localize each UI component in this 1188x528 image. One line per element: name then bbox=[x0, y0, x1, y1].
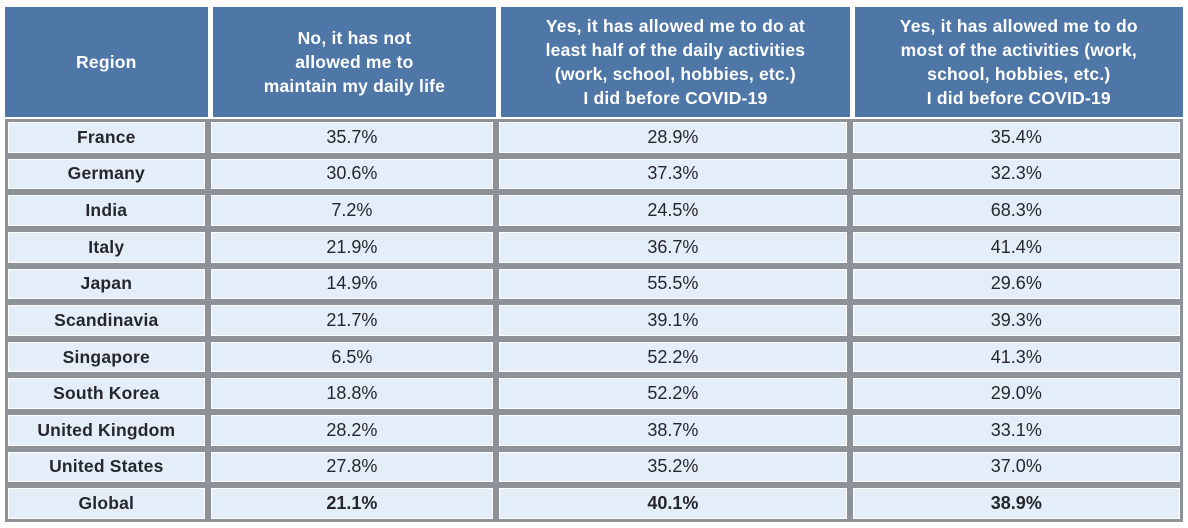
value-cell-yes-half: 52.2% bbox=[496, 338, 850, 376]
region-cell: United States bbox=[5, 448, 208, 486]
value-cell-yes-most: 39.3% bbox=[849, 302, 1183, 339]
region-cell: India bbox=[5, 192, 208, 229]
table-row: Japan 14.9% 55.5% 29.6% bbox=[5, 265, 1183, 303]
value-cell-yes-half: 28.9% bbox=[496, 119, 850, 156]
region-cell: Germany bbox=[5, 155, 208, 193]
table-row: United States 27.8% 35.2% 37.0% bbox=[5, 448, 1183, 486]
region-cell: Singapore bbox=[5, 338, 208, 376]
value-cell-no: 18.8% bbox=[207, 375, 497, 412]
value-cell-yes-most: 29.0% bbox=[849, 375, 1183, 412]
region-cell: France bbox=[5, 119, 208, 156]
value-cell-yes-half: 55.5% bbox=[496, 265, 850, 303]
value-cell-yes-half: 40.1% bbox=[496, 485, 850, 522]
column-header-yes-half: Yes, it has allowed me to do at least ha… bbox=[496, 7, 850, 119]
value-cell-no: 27.8% bbox=[207, 448, 497, 486]
column-header-yes-most: Yes, it has allowed me to do most of the… bbox=[849, 7, 1183, 119]
value-cell-no: 28.2% bbox=[207, 412, 497, 449]
value-cell-yes-most: 35.4% bbox=[849, 119, 1183, 156]
value-cell-yes-half: 39.1% bbox=[496, 302, 850, 339]
header-row: Region No, it has not allowed me to main… bbox=[5, 7, 1183, 119]
value-cell-no: 7.2% bbox=[207, 192, 497, 229]
table-row: United Kingdom 28.2% 38.7% 33.1% bbox=[5, 412, 1183, 449]
region-cell: Japan bbox=[5, 265, 208, 303]
table-row: France 35.7% 28.9% 35.4% bbox=[5, 119, 1183, 156]
value-cell-yes-most: 32.3% bbox=[849, 155, 1183, 193]
value-cell-no: 21.1% bbox=[207, 485, 497, 522]
region-cell: United Kingdom bbox=[5, 412, 208, 449]
value-cell-no: 6.5% bbox=[207, 338, 497, 376]
value-cell-yes-half: 38.7% bbox=[496, 412, 850, 449]
value-cell-yes-half: 35.2% bbox=[496, 448, 850, 486]
table-row: Global 21.1% 40.1% 38.9% bbox=[5, 485, 1183, 522]
column-header-no: No, it has not allowed me to maintain my… bbox=[207, 7, 497, 119]
region-cell: Scandinavia bbox=[5, 302, 208, 339]
region-cell: Italy bbox=[5, 228, 208, 266]
value-cell-yes-most: 37.0% bbox=[849, 448, 1183, 486]
value-cell-yes-most: 41.3% bbox=[849, 338, 1183, 376]
value-cell-yes-most: 33.1% bbox=[849, 412, 1183, 449]
value-cell-no: 21.7% bbox=[207, 302, 497, 339]
table-row: South Korea 18.8% 52.2% 29.0% bbox=[5, 375, 1183, 412]
value-cell-yes-half: 37.3% bbox=[496, 155, 850, 193]
table-body: France 35.7% 28.9% 35.4% Germany 30.6% 3… bbox=[5, 119, 1183, 522]
value-cell-no: 21.9% bbox=[207, 228, 497, 266]
value-cell-yes-half: 24.5% bbox=[496, 192, 850, 229]
value-cell-yes-most: 29.6% bbox=[849, 265, 1183, 303]
table-row: Germany 30.6% 37.3% 32.3% bbox=[5, 155, 1183, 193]
value-cell-no: 14.9% bbox=[207, 265, 497, 303]
table-row: Italy 21.9% 36.7% 41.4% bbox=[5, 228, 1183, 266]
region-cell: South Korea bbox=[5, 375, 208, 412]
value-cell-no: 35.7% bbox=[207, 119, 497, 156]
value-cell-yes-most: 68.3% bbox=[849, 192, 1183, 229]
value-cell-yes-half: 52.2% bbox=[496, 375, 850, 412]
table-row: Singapore 6.5% 52.2% 41.3% bbox=[5, 338, 1183, 376]
value-cell-yes-most: 38.9% bbox=[849, 485, 1183, 522]
region-cell: Global bbox=[5, 485, 208, 522]
value-cell-no: 30.6% bbox=[207, 155, 497, 193]
covid-daily-activities-table: Region No, it has not allowed me to main… bbox=[5, 7, 1183, 522]
value-cell-yes-most: 41.4% bbox=[849, 228, 1183, 266]
table-row: Scandinavia 21.7% 39.1% 39.3% bbox=[5, 302, 1183, 339]
value-cell-yes-half: 36.7% bbox=[496, 228, 850, 266]
table-row: India 7.2% 24.5% 68.3% bbox=[5, 192, 1183, 229]
column-header-region: Region bbox=[5, 7, 208, 119]
